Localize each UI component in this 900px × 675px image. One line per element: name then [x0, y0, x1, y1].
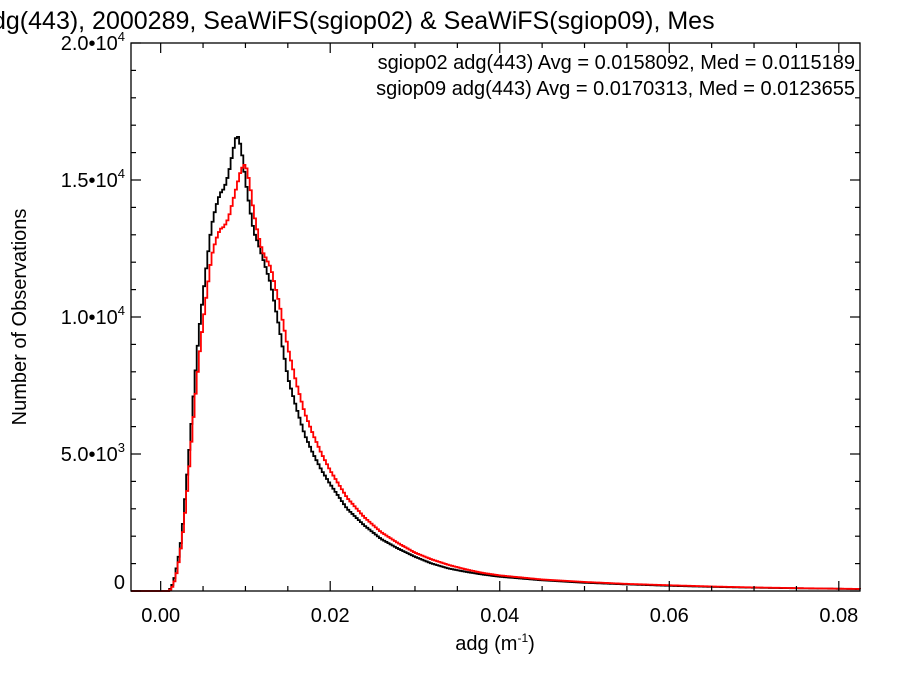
y-axis: 0 5.0•103 1.0•104 1.5•104 2.0•104	[61, 29, 860, 594]
y-tick-label: 1.0•104	[61, 303, 125, 329]
y-axis-label: Number of Observations	[9, 209, 31, 426]
chart-title: dg(443), 2000289, SeaWiFS(sgiop02) & Sea…	[0, 7, 715, 35]
x-axis-label-main: adg (m	[455, 633, 517, 655]
y-tick-label: 1.5•104	[61, 166, 125, 192]
x-axis: 0.00 0.02 0.04 0.06 0.08	[141, 43, 858, 627]
x-tick-label: 0.06	[650, 605, 689, 627]
x-tick-label: 0.02	[311, 605, 350, 627]
y-tick-label: 0	[114, 572, 125, 594]
x-axis-label-close: )	[528, 633, 535, 655]
x-tick-label: 0.00	[141, 605, 180, 627]
legend: sgiop02 adg(443) Avg = 0.0158092, Med = …	[376, 52, 855, 100]
y-tick-label: 2.0•104	[61, 29, 125, 55]
x-axis-label: adg (m-1)	[455, 631, 535, 655]
x-tick-label: 0.08	[819, 605, 858, 627]
x-axis-label-superscript: -1	[517, 631, 528, 645]
y-tick-label: 5.0•103	[61, 440, 125, 466]
x-tick-label: 0.04	[480, 605, 519, 627]
series-line-sgiop09	[131, 164, 861, 592]
legend-entry-sgiop09: sgiop09 adg(443) Avg = 0.0170313, Med = …	[376, 78, 855, 100]
legend-entry-sgiop02: sgiop02 adg(443) Avg = 0.0158092, Med = …	[378, 52, 855, 74]
series-layer	[131, 135, 861, 592]
